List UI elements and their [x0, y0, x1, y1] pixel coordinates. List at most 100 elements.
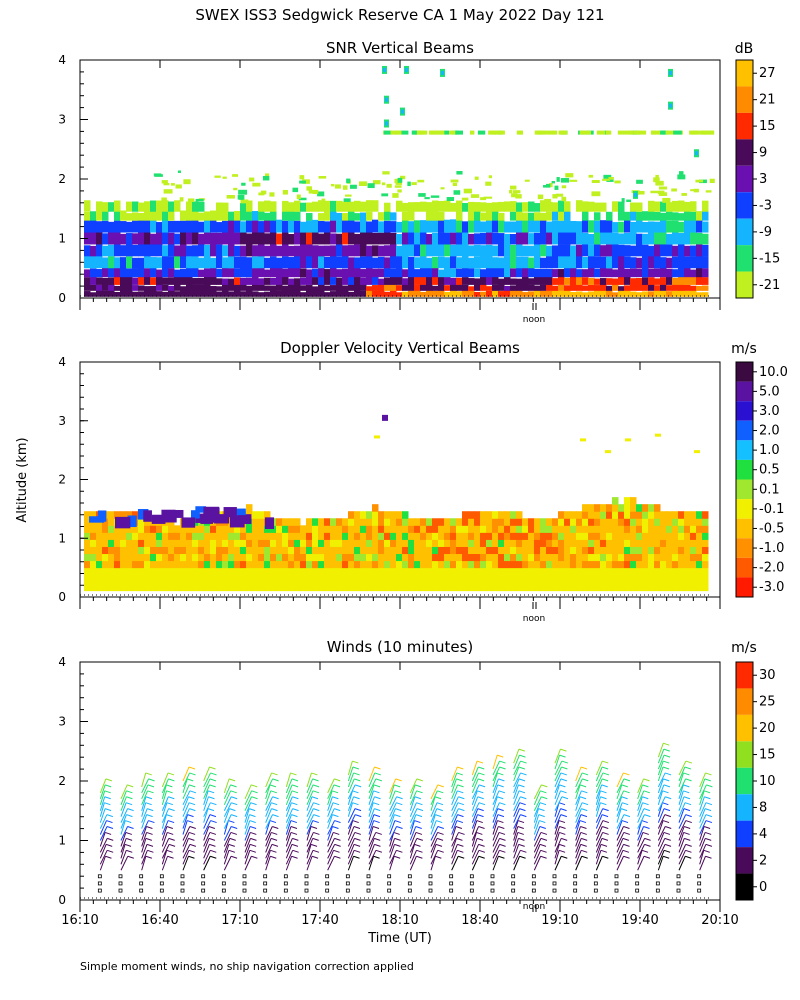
snr-cell — [510, 201, 517, 212]
wind-barb — [120, 814, 127, 829]
doppler-cell — [180, 525, 187, 533]
wind-barb — [637, 826, 644, 841]
doppler-cell — [582, 504, 589, 512]
snr-echo — [678, 171, 684, 176]
doppler-cell — [702, 546, 709, 555]
snr-echo — [153, 173, 162, 176]
snr-cell — [624, 245, 631, 257]
wind-barb — [161, 820, 169, 835]
snr-cell — [492, 257, 499, 269]
snr-cell — [702, 200, 709, 212]
snr-cell — [192, 219, 199, 233]
snr-cell — [126, 256, 133, 269]
wind-barb — [120, 802, 127, 817]
wind-barb-flag — [540, 831, 548, 835]
doppler-cell — [138, 532, 145, 540]
doppler-cell — [498, 553, 505, 562]
wind-barb — [657, 820, 664, 835]
wind-barb — [451, 778, 457, 794]
snr-cell — [402, 202, 409, 212]
wind-barb-flag — [477, 808, 484, 812]
snr-echo — [430, 195, 440, 198]
doppler-cell — [192, 560, 199, 569]
snr-colorbar-label: 3 — [759, 172, 767, 187]
doppler-cell — [480, 553, 487, 562]
snr-cell — [612, 222, 619, 233]
wind-barb — [554, 790, 562, 805]
snr-cell — [486, 244, 493, 257]
snr-cell — [414, 290, 421, 297]
doppler-cell — [330, 525, 337, 533]
doppler-cell — [192, 567, 199, 592]
snr-cell — [486, 254, 493, 269]
doppler-cell — [102, 532, 109, 540]
snr-cell — [612, 201, 619, 212]
doppler-cell — [378, 532, 385, 540]
wind-barb-flag — [436, 802, 444, 806]
wind-barb-flag — [641, 820, 648, 824]
wind-barb — [657, 832, 665, 847]
snr-cell — [522, 267, 529, 278]
snr-cell — [240, 283, 247, 291]
wind-barb — [678, 772, 684, 788]
wind-barb-flag — [685, 760, 693, 764]
wind-barb-flag — [662, 766, 670, 770]
wind-barb-flag — [600, 849, 608, 853]
snr-echo — [318, 175, 327, 179]
snr-echo — [605, 130, 612, 135]
wind-barb — [513, 754, 520, 770]
doppler-cell — [204, 567, 211, 592]
snr-echo — [308, 189, 315, 194]
wind-barb — [533, 802, 541, 817]
doppler-patch — [200, 517, 214, 524]
doppler-cell — [174, 532, 181, 540]
doppler-cell — [126, 539, 133, 547]
wind-barb — [554, 832, 560, 847]
snr-cell — [498, 220, 505, 233]
wind-barb-flag — [560, 790, 567, 794]
doppler-cell — [474, 539, 481, 547]
doppler-cell — [180, 539, 187, 547]
snr-cell — [96, 284, 103, 291]
snr-cell — [204, 276, 211, 285]
doppler-cell — [636, 560, 643, 569]
snr-cell — [474, 244, 481, 257]
doppler-cell — [402, 511, 409, 519]
doppler-cell — [366, 546, 373, 555]
snr-cell — [162, 255, 169, 269]
snr-cell — [282, 256, 289, 269]
winds-colorbar-swatch — [736, 847, 753, 874]
wind-barb-flag — [188, 796, 195, 800]
wind-barb-flag — [396, 826, 403, 829]
snr-cell — [606, 211, 613, 221]
snr-cell — [534, 289, 541, 297]
snr-cell — [612, 232, 619, 245]
snr-cell — [294, 220, 301, 233]
snr-cell — [162, 284, 169, 291]
snr-echo — [237, 194, 245, 200]
wind-barb — [554, 778, 562, 794]
snr-cell — [168, 220, 175, 233]
snr-cell — [672, 200, 679, 212]
doppler-cell — [690, 567, 697, 592]
wind-barb-flag — [601, 837, 609, 841]
snr-cell — [186, 283, 193, 291]
wind-calm-marker — [552, 888, 557, 893]
wind-barb — [285, 838, 293, 853]
wind-barb-flag — [312, 784, 320, 788]
snr-cell — [486, 232, 493, 245]
wind-barb — [678, 802, 686, 817]
wind-barb-flag — [291, 784, 299, 788]
doppler-cell — [612, 567, 619, 592]
doppler-cell — [456, 567, 463, 592]
doppler-cell — [336, 518, 343, 526]
wind-barb — [637, 856, 645, 871]
snr-cell — [600, 256, 607, 269]
wind-barb-flag — [168, 843, 176, 847]
wind-barb — [99, 826, 108, 841]
wind-barb — [141, 796, 147, 811]
snr-echo — [240, 199, 249, 204]
doppler-cell — [666, 518, 673, 526]
snr-cell — [456, 268, 463, 278]
doppler-cell — [432, 546, 439, 555]
